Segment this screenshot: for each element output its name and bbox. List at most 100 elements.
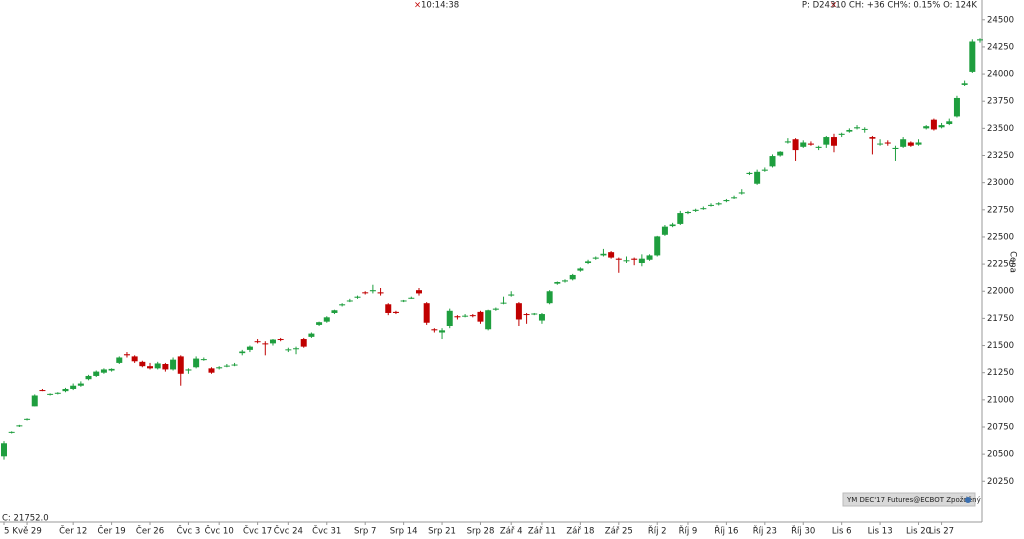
y-tick-label: 22750 bbox=[987, 205, 1014, 215]
y-axis-title: Cena bbox=[1008, 251, 1018, 273]
candle-body bbox=[362, 292, 369, 294]
candle-body bbox=[131, 356, 138, 362]
candle-body bbox=[877, 143, 884, 145]
candle-body bbox=[462, 315, 469, 317]
candle-body bbox=[262, 343, 269, 345]
x-tick-label: Čvc 3 bbox=[177, 525, 201, 537]
y-tick-label: 22000 bbox=[987, 287, 1014, 297]
x-tick-label: Říj 30 bbox=[791, 526, 815, 537]
candle-body bbox=[708, 204, 715, 206]
candle-body bbox=[969, 41, 976, 72]
candle-body bbox=[715, 203, 722, 205]
candle-body bbox=[54, 392, 61, 394]
candle-body bbox=[308, 333, 315, 337]
instrument-icon bbox=[965, 497, 971, 503]
candle-body bbox=[123, 354, 130, 356]
x-tick-label: Srp 28 bbox=[467, 527, 495, 537]
candle-body bbox=[346, 300, 353, 302]
candle-body bbox=[546, 291, 553, 304]
candle-body bbox=[300, 339, 307, 347]
candle-body bbox=[823, 137, 830, 145]
candle-body bbox=[754, 171, 761, 184]
x-tick-label: Zář 18 bbox=[566, 527, 594, 537]
candle-body bbox=[431, 329, 438, 331]
y-tick-label: 23250 bbox=[987, 151, 1014, 161]
clock-marker: × bbox=[414, 1, 421, 11]
candle-body bbox=[177, 356, 184, 374]
candle-body bbox=[85, 375, 92, 380]
candle-body bbox=[323, 317, 330, 322]
candle-body bbox=[784, 141, 791, 143]
candle-body bbox=[953, 97, 960, 117]
x-tick-label: Říj 9 bbox=[679, 526, 698, 537]
candle-body bbox=[746, 172, 753, 174]
candle-body bbox=[446, 310, 453, 326]
x-tick-label: Srp 7 bbox=[354, 527, 376, 537]
candle-body bbox=[938, 125, 945, 128]
candle-body bbox=[977, 39, 983, 41]
candle-body bbox=[654, 236, 661, 256]
candle-body bbox=[439, 330, 446, 333]
candle-body bbox=[185, 369, 192, 371]
candle-body bbox=[254, 341, 261, 343]
candle-body bbox=[961, 83, 968, 85]
candle-body bbox=[39, 390, 46, 392]
candle-body bbox=[293, 348, 300, 350]
candle-body bbox=[531, 313, 538, 315]
candle-body bbox=[777, 151, 784, 156]
y-tick-label: 24500 bbox=[987, 15, 1014, 25]
candle-body bbox=[646, 255, 653, 260]
candle-body bbox=[508, 294, 515, 296]
candle-body bbox=[569, 274, 576, 280]
candle-body bbox=[385, 304, 392, 313]
candle-body bbox=[277, 339, 284, 341]
candle-body bbox=[170, 359, 177, 370]
candle-body bbox=[846, 129, 853, 132]
candle-body bbox=[392, 311, 399, 313]
candle-body bbox=[415, 290, 422, 294]
candle-body bbox=[24, 418, 31, 420]
candle-body bbox=[907, 142, 914, 146]
y-tick-label: 20250 bbox=[987, 477, 1014, 487]
candle-body bbox=[538, 314, 545, 321]
y-tick-label: 24250 bbox=[987, 42, 1014, 52]
candle-body bbox=[408, 297, 415, 299]
candle-body bbox=[884, 142, 891, 144]
x-tick-label: 5 bbox=[4, 527, 9, 537]
clock: 10:14:38 bbox=[421, 1, 459, 11]
candle-body bbox=[285, 349, 292, 351]
x-tick-label: Říj 16 bbox=[714, 526, 738, 537]
candle-body bbox=[31, 395, 38, 407]
x-tick-label: Čvc 24 bbox=[274, 525, 303, 537]
x-tick-label: Říj 2 bbox=[648, 526, 667, 537]
x-tick-label: Čer 12 bbox=[59, 525, 87, 537]
x-tick-label: Čer 26 bbox=[136, 525, 164, 537]
candle-body bbox=[592, 257, 599, 259]
candle-body bbox=[562, 280, 569, 282]
quote: P: D24310 CH: +36 CH%: 0.15% O: 124K bbox=[802, 1, 978, 11]
candle-body bbox=[723, 200, 730, 202]
y-tick-label: 22250 bbox=[987, 260, 1014, 270]
candle-body bbox=[316, 322, 323, 325]
candle-body bbox=[769, 156, 776, 167]
candle-body bbox=[162, 364, 169, 370]
y-tick-label: 21500 bbox=[987, 341, 1014, 351]
candle-body bbox=[492, 308, 499, 310]
quote-marker: × bbox=[830, 1, 837, 11]
candle-body bbox=[70, 385, 77, 389]
candle-body bbox=[854, 127, 861, 129]
candle-body bbox=[62, 388, 69, 392]
candle-body bbox=[615, 258, 622, 260]
candle-body bbox=[77, 383, 84, 386]
candle-body bbox=[331, 310, 338, 313]
candle-body bbox=[369, 290, 376, 292]
x-tick-label: Čvc 31 bbox=[312, 525, 341, 537]
candle-body bbox=[269, 339, 276, 344]
x-tick-label: Zář 11 bbox=[528, 527, 556, 537]
candle-body bbox=[692, 209, 699, 211]
candle-body bbox=[700, 208, 707, 210]
y-tick-label: 23000 bbox=[987, 178, 1014, 188]
candle-body bbox=[239, 351, 246, 354]
candle-body bbox=[93, 371, 100, 376]
